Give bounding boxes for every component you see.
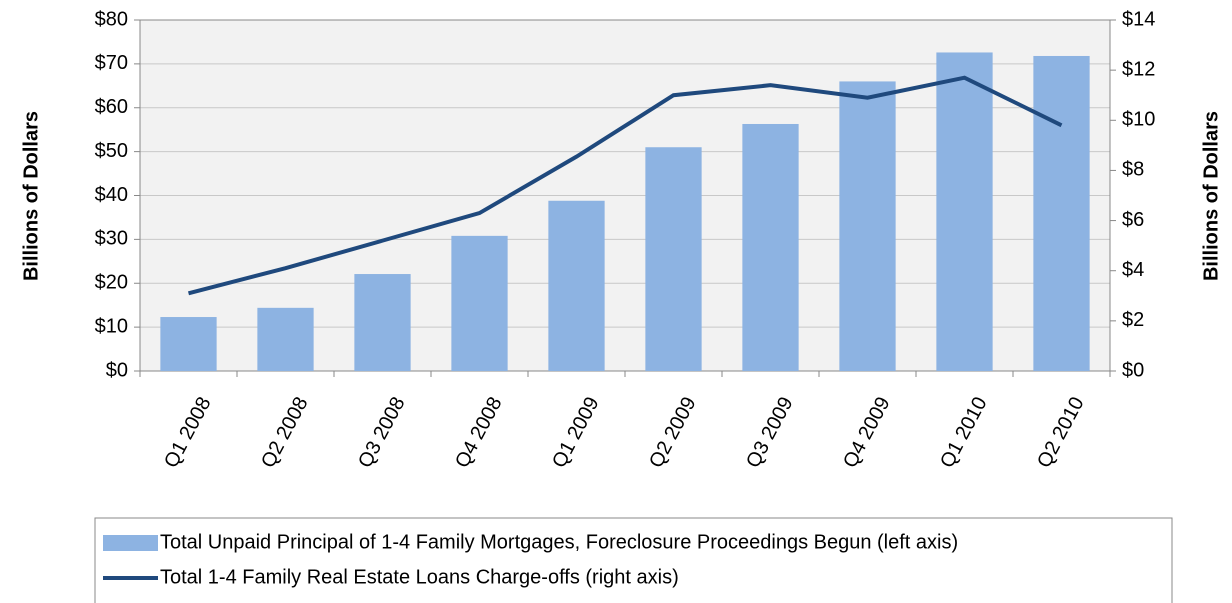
x-tick-label: Q3 2008 xyxy=(354,393,409,471)
y2-tick-label: $10 xyxy=(1122,109,1155,131)
x-tick-label: Q1 2010 xyxy=(936,393,991,471)
x-tick-label: Q1 2008 xyxy=(160,393,215,471)
y2-tick-label: $2 xyxy=(1122,309,1144,331)
y-tick-label: $40 xyxy=(95,184,128,206)
y-tick-label: $20 xyxy=(95,272,128,294)
bar xyxy=(936,52,993,371)
bar xyxy=(354,274,411,371)
y-axis-title: Billions of Dollars xyxy=(20,111,42,281)
bar xyxy=(160,317,217,371)
x-tick-label: Q1 2009 xyxy=(548,393,603,471)
bar xyxy=(451,235,508,371)
x-tick-label: Q2 2009 xyxy=(645,393,700,471)
legend-label: Total Unpaid Principal of 1-4 Family Mor… xyxy=(160,531,958,553)
y-tick-label: $50 xyxy=(95,140,128,162)
y2-tick-label: $12 xyxy=(1122,58,1155,80)
bar xyxy=(839,81,896,372)
y-tick-label: $80 xyxy=(95,8,128,30)
legend-label: Total 1-4 Family Real Estate Loans Charg… xyxy=(160,566,679,588)
x-tick-label: Q2 2010 xyxy=(1033,393,1088,471)
bar xyxy=(548,200,605,371)
y-tick-label: $30 xyxy=(95,228,128,250)
bar xyxy=(645,147,702,371)
y-tick-label: $10 xyxy=(95,315,128,337)
bar xyxy=(1033,55,1090,371)
line xyxy=(187,75,1063,296)
bar xyxy=(742,123,799,371)
bar xyxy=(257,307,314,371)
y-tick-label: $70 xyxy=(95,52,128,74)
legend xyxy=(94,517,1173,603)
y-tick-label: $0 xyxy=(106,359,128,381)
legend-swatch xyxy=(103,535,158,551)
y-tick-label: $60 xyxy=(95,96,128,118)
y2-tick-label: $14 xyxy=(1122,8,1155,30)
x-tick-label: Q2 2008 xyxy=(257,393,312,471)
y2-tick-label: $0 xyxy=(1122,359,1144,381)
y2-tick-label: $4 xyxy=(1122,259,1144,281)
x-tick-label: Q3 2009 xyxy=(742,393,797,471)
x-tick-label: Q4 2008 xyxy=(451,393,506,471)
y2-tick-label: $6 xyxy=(1122,209,1144,231)
y2-tick-label: $8 xyxy=(1122,159,1144,181)
x-tick-label: Q4 2009 xyxy=(839,393,894,471)
y2-axis-title: Billions of Dollars xyxy=(1200,111,1222,281)
